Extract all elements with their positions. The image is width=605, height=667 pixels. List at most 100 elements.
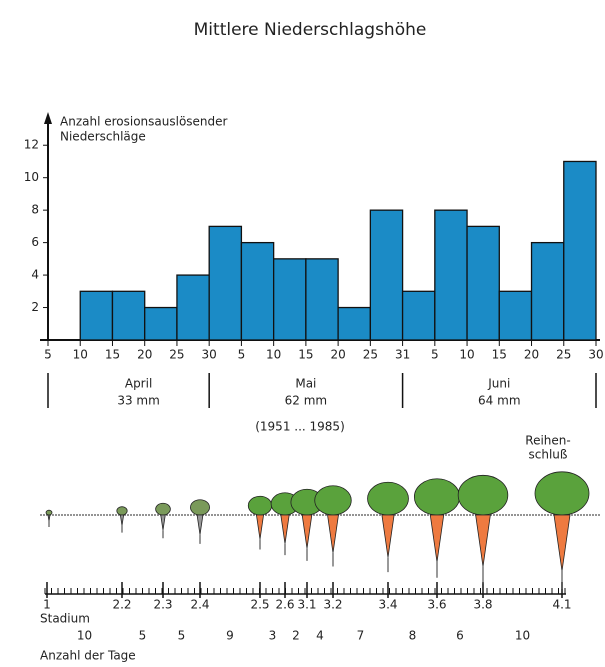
x-tick-label: 31 <box>395 348 410 362</box>
bar <box>80 291 112 340</box>
bar <box>403 291 435 340</box>
x-tick-label: 5 <box>238 348 246 362</box>
plant-root <box>430 515 443 562</box>
plant-leaves <box>315 486 352 515</box>
y-tick-label: 6 <box>31 235 39 249</box>
x-tick-label: 5 <box>431 348 439 362</box>
bar <box>499 291 531 340</box>
days: 5 <box>178 629 186 643</box>
bar <box>306 259 338 340</box>
y-axis-label: Niederschläge <box>60 130 146 144</box>
y-tick-label: 4 <box>31 268 39 282</box>
month-precip: 64 mm <box>478 394 520 408</box>
bar <box>209 226 241 340</box>
x-tick-label: 25 <box>556 348 571 362</box>
bar <box>370 210 402 340</box>
stage-code: 1 <box>43 598 51 612</box>
plant-root <box>281 515 289 544</box>
days: 8 <box>409 629 417 643</box>
x-tick-label: 10 <box>459 348 474 362</box>
y-axis-label: Anzahl erosionsauslösender <box>60 115 228 129</box>
plant-root <box>256 515 263 539</box>
x-tick-label: 20 <box>524 348 539 362</box>
chart-title: Mittlere Niederschlagshöhe <box>194 20 427 40</box>
x-tick-label: 30 <box>588 348 603 362</box>
month-name: Juni <box>487 377 510 391</box>
bar <box>274 259 306 340</box>
annotation: Reihen- <box>525 434 570 448</box>
days: 3 <box>269 629 277 643</box>
stage-code: 2.2 <box>112 598 131 612</box>
plant-leaves <box>535 472 589 515</box>
plant-leaves <box>248 496 271 515</box>
days: 4 <box>316 629 324 643</box>
stage-code: 3.6 <box>427 598 446 612</box>
x-tick-label: 10 <box>73 348 88 362</box>
plant-leaves <box>368 482 409 515</box>
y-tick-label: 10 <box>24 170 39 184</box>
bar <box>435 210 467 340</box>
bar <box>467 226 499 340</box>
plant-root <box>197 515 203 535</box>
x-tick-label: 15 <box>298 348 313 362</box>
x-tick-label: 25 <box>363 348 378 362</box>
stage-code: 2.5 <box>250 598 269 612</box>
stage-code: 3.8 <box>473 598 492 612</box>
stage-label: Stadium <box>40 612 90 626</box>
plant-leaves <box>156 503 171 515</box>
month-name: April <box>125 377 152 391</box>
plant-leaves <box>190 500 209 515</box>
bar <box>145 308 177 340</box>
bar <box>532 243 564 340</box>
stage-code: 3.2 <box>323 598 342 612</box>
days: 6 <box>456 629 464 643</box>
days: 7 <box>357 629 365 643</box>
plant-leaves <box>414 479 459 515</box>
plant-root <box>302 515 312 548</box>
month-precip: 33 mm <box>117 394 159 408</box>
axis-arrow <box>44 112 52 124</box>
stage-code: 4.1 <box>552 598 571 612</box>
bar <box>112 291 144 340</box>
x-tick-label: 5 <box>44 348 52 362</box>
month-precip: 62 mm <box>285 394 327 408</box>
plant-root <box>48 515 50 521</box>
x-tick-label: 10 <box>266 348 281 362</box>
period: (1951 ... 1985) <box>255 420 345 434</box>
plant-root <box>161 515 166 530</box>
plant-root <box>554 515 570 571</box>
stage-code: 3.4 <box>378 598 397 612</box>
plant-leaves <box>458 475 508 515</box>
days: 9 <box>226 629 234 643</box>
plant-leaves <box>46 510 52 515</box>
stage-code: 3.1 <box>297 598 316 612</box>
days: 2 <box>292 629 300 643</box>
x-tick-label: 20 <box>330 348 345 362</box>
stage-code: 2.3 <box>153 598 172 612</box>
y-tick-label: 12 <box>24 138 39 152</box>
figure: Mittlere Niederschlagshöhe Anzahl erosio… <box>0 0 605 667</box>
plant-root <box>476 515 491 566</box>
bar <box>177 275 209 340</box>
plant-leaves <box>117 507 127 515</box>
plant-root <box>120 515 123 526</box>
days-label: Anzahl der Tage <box>40 649 136 663</box>
stage-code: 2.6 <box>275 598 294 612</box>
x-tick-label: 30 <box>202 348 217 362</box>
bar <box>564 161 596 340</box>
y-tick-label: 8 <box>31 203 39 217</box>
x-tick-label: 20 <box>137 348 152 362</box>
plant-root <box>382 515 394 557</box>
bar <box>338 308 370 340</box>
plant-root <box>328 515 339 553</box>
y-tick-label: 2 <box>31 300 39 314</box>
days: 10 <box>515 629 530 643</box>
days: 10 <box>77 629 92 643</box>
annotation: schluß <box>529 448 568 462</box>
stage-code: 2.4 <box>190 598 209 612</box>
bar <box>241 243 273 340</box>
x-tick-label: 15 <box>105 348 120 362</box>
x-tick-label: 15 <box>492 348 507 362</box>
x-tick-label: 25 <box>169 348 184 362</box>
days: 5 <box>139 629 147 643</box>
